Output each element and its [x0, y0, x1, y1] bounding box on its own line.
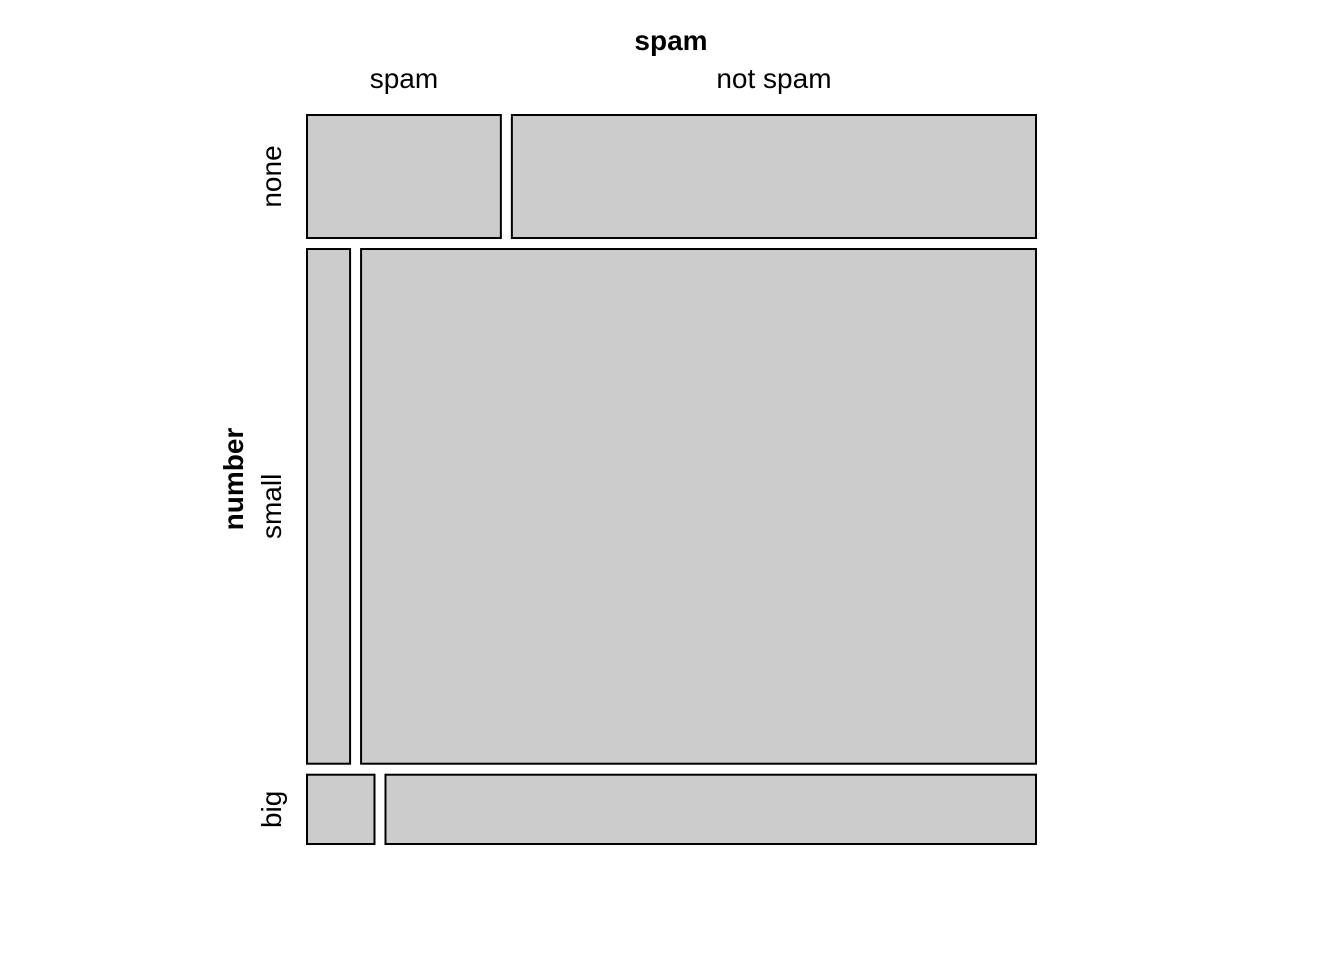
- column-label-spam: spam: [370, 63, 438, 94]
- row-label-big: big: [256, 791, 287, 828]
- tile-none-spam: [306, 114, 502, 240]
- row-variable-label: number: [218, 428, 249, 531]
- column-variable-label: spam: [634, 25, 707, 56]
- tile-small-spam: [306, 248, 352, 765]
- row-level-labels: none small big: [256, 145, 287, 828]
- row-label-small: small: [256, 474, 287, 539]
- mosaic-tiles: [306, 114, 1037, 845]
- tile-none-not-spam: [510, 114, 1037, 240]
- tile-big-not-spam: [384, 773, 1037, 845]
- row-label-none: none: [256, 145, 287, 207]
- column-level-labels: spam not spam: [370, 63, 832, 94]
- tile-small-not-spam: [360, 248, 1037, 765]
- tile-big-spam: [306, 773, 376, 845]
- column-label-not-spam: not spam: [716, 63, 831, 94]
